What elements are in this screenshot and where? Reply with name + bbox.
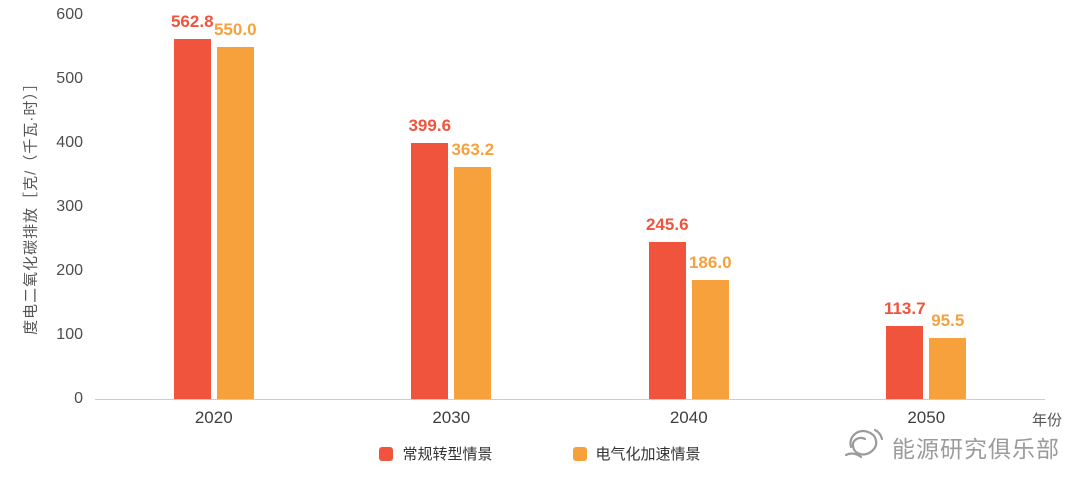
bar-value-label: 95.5 <box>931 310 965 330</box>
bar-电气化加速情景-2040 <box>691 279 729 399</box>
legend-item-常规转型情景: 常规转型情景 <box>379 443 493 464</box>
bar-column: 95.5 <box>929 311 967 399</box>
x-axis-category-label: 2030 <box>432 408 471 427</box>
bar-value-label: 363.2 <box>451 139 495 159</box>
bar-value-label: 562.8 <box>170 11 214 31</box>
x-axis-category-label: 2020 <box>194 408 233 427</box>
bar-value-label: 399.6 <box>408 116 452 136</box>
bar-value-label: 113.7 <box>883 299 926 319</box>
bar-电气化加速情景-2020 <box>216 47 254 399</box>
watermark-logo-icon <box>844 424 888 469</box>
legend-label: 常规转型情景 <box>402 446 493 463</box>
y-axis-tick-label: 600 <box>56 6 83 23</box>
bar-常规转型情景-2040 <box>648 241 686 399</box>
bar-value-label: 550.0 <box>213 20 257 39</box>
legend-label: 电气化加速情景 <box>595 446 701 463</box>
bar-column: 113.7 <box>884 299 926 399</box>
legend-swatch <box>572 446 587 461</box>
bar-group-2030: 399.6 363.2 2030 <box>408 116 494 427</box>
x-axis-category-label: 2050 <box>907 408 946 427</box>
bar-column: 363.2 <box>451 140 494 399</box>
y-axis-tick-label: 400 <box>56 134 83 151</box>
plot-area: 0 100 200 300 400 500 600 562.8 550.0 2020 399.6 36… <box>56 6 1045 427</box>
legend: 常规转型情景 电气化加速情景 <box>0 443 1080 464</box>
bar-电气化加速情景-2030 <box>454 166 492 399</box>
y-axis-tick-label: 500 <box>56 70 83 87</box>
bar-常规转型情景-2050 <box>886 326 924 399</box>
bar-column: 245.6 <box>646 215 689 399</box>
bar-group-2020: 562.8 550.0 2020 <box>171 12 257 427</box>
bar-电气化加速情景-2050 <box>929 337 967 399</box>
watermark-label: 能源研究俱乐部 <box>892 435 1060 462</box>
legend-item-电气化加速情景: 电气化加速情景 <box>572 443 701 464</box>
bar-value-label: 245.6 <box>645 214 689 234</box>
bar-column: 562.8 <box>171 12 214 399</box>
bar-value-label: 186.0 <box>688 252 732 272</box>
x-axis-title: 年份 <box>1032 412 1063 429</box>
bar-group-2040: 245.6 186.0 2040 <box>646 215 732 427</box>
y-axis-tick-label: 0 <box>74 390 83 407</box>
bar-group-2050: 113.7 95.5 2050 <box>884 299 967 427</box>
y-axis-tick-label: 200 <box>56 262 83 279</box>
y-axis-tick-label: 300 <box>56 198 83 215</box>
bar-column: 186.0 <box>689 253 732 399</box>
legend-swatch <box>379 446 394 461</box>
x-axis-category-label: 2040 <box>669 408 708 427</box>
bar-常规转型情景-2020 <box>173 38 211 399</box>
watermark: 能源研究俱乐部 <box>844 424 1060 469</box>
bar-常规转型情景-2030 <box>411 143 449 399</box>
bar-column: 399.6 <box>408 116 451 399</box>
y-axis-tick-label: 100 <box>56 326 83 343</box>
bar-column: 550.0 <box>214 20 257 399</box>
